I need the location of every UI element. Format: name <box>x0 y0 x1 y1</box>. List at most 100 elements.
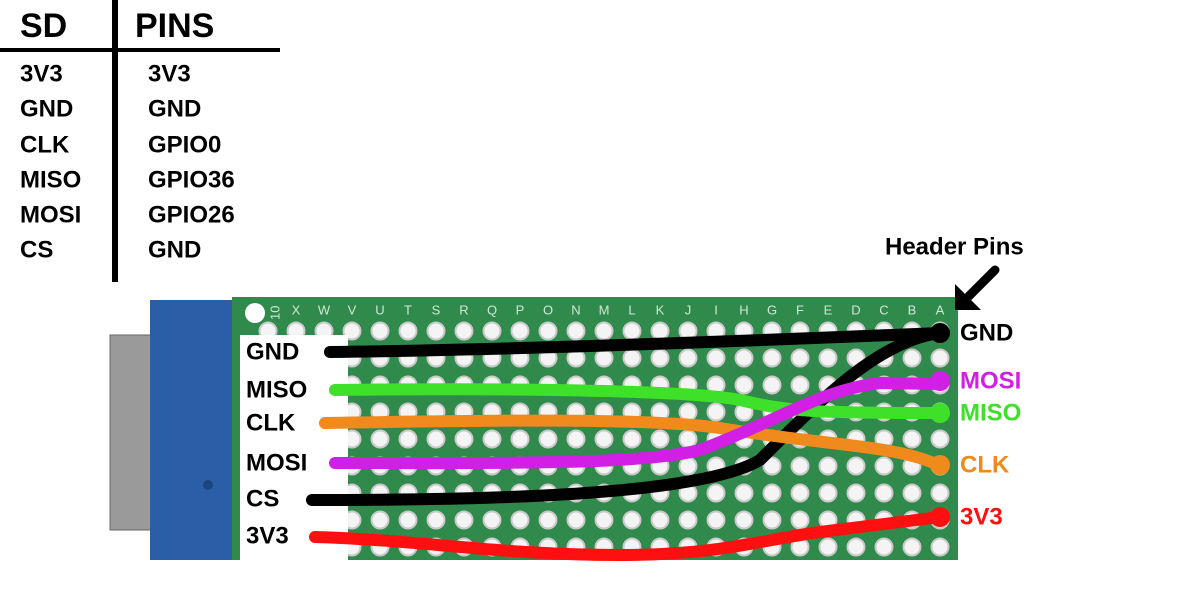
pin-end <box>930 371 950 391</box>
wire-label: 3V3 <box>246 522 289 549</box>
hole <box>818 456 838 476</box>
hole <box>762 510 782 530</box>
hole <box>678 348 698 368</box>
wire-label: CLK <box>246 409 296 436</box>
wire-cs <box>306 327 946 506</box>
hole <box>706 348 726 368</box>
hole <box>874 456 894 476</box>
hole <box>678 456 698 476</box>
hole <box>454 510 474 530</box>
hole <box>818 348 838 368</box>
hole <box>846 483 866 503</box>
table-rows: 3V3 3V3 GND GND CLK GPIO0 MISO GPIO36 MOSI GPIO26… <box>20 60 235 263</box>
header-label: MOSI <box>960 367 1021 394</box>
header-label: 3V3 <box>960 503 1003 530</box>
hole <box>622 510 642 530</box>
hole <box>482 321 502 341</box>
hole <box>482 510 502 530</box>
hole <box>734 483 754 503</box>
table-cell: GND <box>148 95 201 122</box>
hole <box>790 483 810 503</box>
column-letter: I <box>714 302 718 317</box>
hole <box>398 510 418 530</box>
wire-miso <box>329 383 946 419</box>
hole <box>734 348 754 368</box>
hole <box>398 429 418 449</box>
column-letter: N <box>571 302 580 317</box>
table-header: SD <box>20 7 67 45</box>
column-letter: B <box>908 302 917 317</box>
table-cell: GND <box>20 95 73 122</box>
column-letter: W <box>318 302 331 317</box>
hole <box>734 375 754 395</box>
header-label: GND <box>960 319 1013 346</box>
hole <box>370 321 390 341</box>
column-letter: T <box>404 302 412 317</box>
hole <box>566 510 586 530</box>
hole <box>650 429 670 449</box>
hole <box>678 429 698 449</box>
column-letter: M <box>599 302 610 317</box>
wire-clk <box>319 414 946 472</box>
column-letter: L <box>628 302 635 317</box>
hole <box>818 537 838 557</box>
table-cell: GPIO26 <box>148 201 235 228</box>
column-letter: V <box>348 302 357 317</box>
column-letter: X <box>292 302 301 317</box>
hole <box>566 429 586 449</box>
hole <box>538 510 558 530</box>
hole <box>622 321 642 341</box>
column-letter: A <box>936 302 945 317</box>
hole <box>790 456 810 476</box>
hole <box>902 429 922 449</box>
hole <box>426 510 446 530</box>
pin-end <box>930 507 950 527</box>
wire-gnd <box>324 327 946 358</box>
column-letter: E <box>824 302 833 317</box>
hole <box>594 348 614 368</box>
hole <box>482 429 502 449</box>
hole <box>706 483 726 503</box>
hole <box>398 321 418 341</box>
column-letter: F <box>796 302 804 317</box>
column-letter: U <box>375 302 384 317</box>
pin-end <box>930 455 950 475</box>
wire-3v3 <box>309 511 946 561</box>
hole <box>594 510 614 530</box>
column-letter: P <box>516 302 525 317</box>
header-label: CLK <box>960 451 1010 478</box>
mount-hole <box>245 303 265 323</box>
column-letter: R <box>459 302 468 317</box>
hole <box>706 402 726 422</box>
hole <box>818 483 838 503</box>
hole <box>426 321 446 341</box>
hole <box>510 510 530 530</box>
hole <box>622 348 642 368</box>
annotation: Header Pins <box>885 233 1024 260</box>
wire-mosi <box>329 377 946 470</box>
left-labels: GND MISO CLK MOSI CS 3V3 <box>246 338 307 549</box>
module-screw <box>203 480 213 490</box>
hole <box>902 537 922 557</box>
hole <box>790 375 810 395</box>
hole <box>370 510 390 530</box>
hole <box>622 429 642 449</box>
hole <box>454 429 474 449</box>
table-header: PINS <box>135 7 214 45</box>
header-label: MISO <box>960 399 1021 426</box>
hole <box>790 348 810 368</box>
table-cell: CS <box>20 236 53 263</box>
pin-end <box>930 323 950 343</box>
pin-end <box>930 403 950 423</box>
hole <box>790 510 810 530</box>
hole <box>706 510 726 530</box>
hole <box>538 321 558 341</box>
hole <box>762 375 782 395</box>
table-cell: MOSI <box>20 201 81 228</box>
arrow-head <box>955 284 981 310</box>
hole <box>566 321 586 341</box>
hole <box>762 348 782 368</box>
hole <box>678 510 698 530</box>
